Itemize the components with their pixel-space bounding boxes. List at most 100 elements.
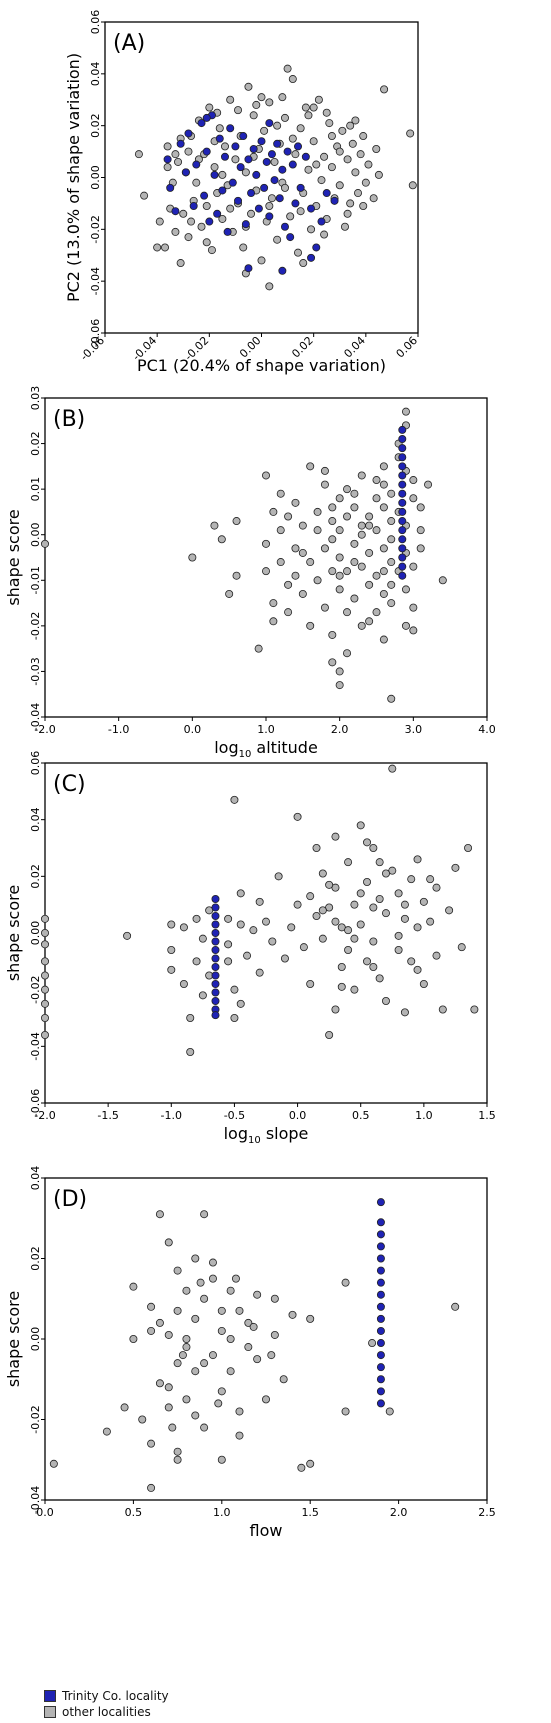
panel-c-point-other-localities (236, 999, 245, 1008)
panel-d-point-other-localities (129, 1335, 138, 1344)
panel-a-point-trinity-co-locality (330, 196, 339, 205)
panel-b-x-tick-label: 1.0 (257, 723, 275, 736)
panel-c-point-other-localities (306, 980, 315, 989)
panel-b-point-other-localities (232, 517, 241, 526)
panel-c-point-other-localities (331, 832, 340, 841)
panel-d-point-other-localities (214, 1399, 223, 1408)
panel-b-point-trinity-co-locality (398, 507, 407, 516)
panel-b-point-other-localities (387, 599, 396, 608)
panel-d-point-other-localities (217, 1306, 226, 1315)
panel-d-point-other-localities (182, 1286, 191, 1295)
panel-a-point-trinity-co-locality (252, 170, 261, 179)
panel-a-y-axis-label: PC2 (13.0% of shape variation) (64, 53, 83, 302)
panel-c-point-other-localities (363, 878, 372, 887)
legend-swatch-trinity (44, 1690, 56, 1702)
panel-a-point-other-localities (348, 139, 357, 148)
panel-c-x-tick-label: -1.5 (97, 1109, 118, 1122)
panel-d-point-other-localities (200, 1359, 209, 1368)
panel-b-point-other-localities (387, 535, 396, 544)
panel-b-point-other-localities (343, 649, 352, 658)
panel-a-point-trinity-co-locality (200, 191, 209, 200)
panel-b-point-trinity-co-locality (398, 526, 407, 535)
legend-item-trinity: Trinity Co. locality (44, 1688, 169, 1704)
panel-b-point-other-localities (306, 558, 315, 567)
panel-c-point-other-localities (186, 1014, 195, 1023)
panel-b-y-tick-label: 0.00 (29, 522, 42, 547)
panel-c-point-trinity-co-locality (211, 997, 220, 1006)
panel-c-x-tick-label: 0.0 (289, 1109, 307, 1122)
panel-c-point-other-localities (407, 875, 416, 884)
panel-c-point-other-localities (318, 934, 327, 943)
panel-a-point-other-localities (296, 124, 305, 133)
panel-a-point-other-localities (273, 235, 282, 244)
panel-d-x-tick-label: 0.0 (36, 1506, 54, 1519)
panel-b-point-other-localities (401, 585, 410, 594)
panel-d-y-tick-label: -0.04 (29, 1486, 42, 1514)
panel-b-point-other-localities (320, 466, 329, 475)
panel-a-point-trinity-co-locality (218, 186, 227, 195)
panel-a-point-trinity-co-locality (236, 163, 245, 172)
panel-d-point-trinity-co-locality (376, 1278, 385, 1287)
panel-a-point-trinity-co-locality (171, 207, 180, 216)
panel-c-x-tick-label: -1.0 (161, 1109, 182, 1122)
panel-b-point-other-localities (335, 571, 344, 580)
panel-b-y-tick-label: 0.02 (29, 431, 42, 456)
panel-b-point-trinity-co-locality (398, 489, 407, 498)
panel-b-point-other-localities (372, 476, 381, 485)
panel-d-point-other-localities (49, 1459, 58, 1468)
panel-c-point-other-localities (438, 1005, 447, 1014)
panel-c-point-other-localities (41, 929, 50, 938)
panel-d-point-other-localities (208, 1351, 217, 1360)
panel-c-point-other-localities (192, 957, 201, 966)
panel-c-y-tick-label: -0.06 (29, 1089, 42, 1117)
panel-b-point-trinity-co-locality (398, 562, 407, 571)
panel-a-point-other-localities (140, 191, 149, 200)
panel-b-point-other-localities (343, 567, 352, 576)
panel-c-point-other-localities (179, 923, 188, 932)
panel-a-point-trinity-co-locality (226, 124, 235, 133)
panel-d-point-trinity-co-locality (376, 1399, 385, 1408)
panel-d-point-other-localities (168, 1423, 177, 1432)
panel-c-point-other-localities (337, 963, 346, 972)
panel-d-x-tick-label: 0.5 (125, 1506, 143, 1519)
panel-a-point-other-localities (380, 85, 389, 94)
panel-b-point-other-localities (291, 498, 300, 507)
panel-c-point-other-localities (337, 982, 346, 991)
panel-d-point-other-localities (451, 1302, 460, 1311)
panel-d-point-other-localities (261, 1395, 270, 1404)
panel-b-point-other-localities (365, 617, 374, 626)
panel-c-point-other-localities (344, 858, 353, 867)
panel-c-y-tick-label: 0.04 (29, 807, 42, 832)
panel-b-point-other-localities (365, 548, 374, 557)
panel-a-point-trinity-co-locality (317, 217, 326, 226)
panel-d-point-trinity-co-locality (376, 1218, 385, 1227)
panel-a-point-trinity-co-locality (294, 142, 303, 151)
panel-b-point-other-localities (320, 480, 329, 489)
panel-b-point-other-localities (188, 553, 197, 562)
legend-swatch-other (44, 1706, 56, 1718)
panel-b-point-other-localities (276, 526, 285, 535)
figure: (A)-0.06 -0.04 -0.02 0.00 0.02 0.04 0.06-0.06-… (4, 10, 496, 1540)
panel-c-point-other-localities (255, 897, 264, 906)
panel-a-point-other-localities (304, 165, 313, 174)
panel-d-point-other-localities (178, 1351, 187, 1360)
panel-c-point-other-localities (41, 971, 50, 980)
panel-b-point-other-localities (387, 517, 396, 526)
panel-a-point-trinity-co-locality (283, 147, 292, 156)
panel-a-point-other-localities (280, 113, 289, 122)
panel-a-point-other-localities (322, 108, 331, 117)
panel-a-point-other-localities (317, 176, 326, 185)
panel-b-point-other-localities (350, 489, 359, 498)
panel-d-point-other-localities (208, 1258, 217, 1267)
panel-a-point-other-localities (369, 194, 378, 203)
panel-b-x-tick-label: 3.0 (405, 723, 423, 736)
panel-b-point-other-localities (328, 517, 337, 526)
panel-d-point-other-localities (244, 1318, 253, 1327)
panel-a-point-other-localities (134, 150, 143, 159)
panel-a-point-trinity-co-locality (166, 183, 175, 192)
panel-d-point-other-localities (270, 1294, 279, 1303)
panel-b-x-tick-label: 0.0 (184, 723, 202, 736)
panel-a-y-tick-label: 0.00 (89, 165, 102, 190)
panel-a-point-other-localities (359, 202, 368, 211)
panel-d-point-other-localities (235, 1306, 244, 1315)
